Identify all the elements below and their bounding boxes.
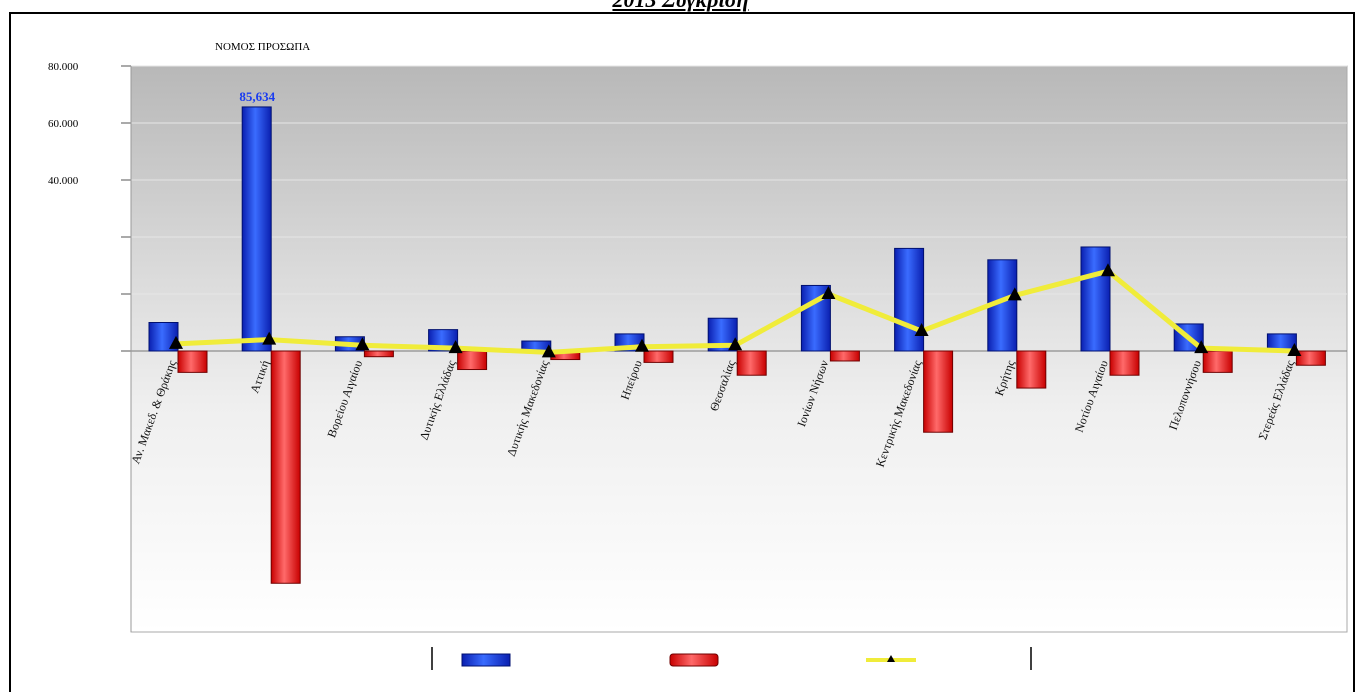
bar-series-2 xyxy=(643,350,674,363)
bar-series-2 xyxy=(736,350,767,376)
bar-series-2 xyxy=(1109,350,1140,376)
bar-series-2 xyxy=(1016,350,1047,389)
bar-series-2 xyxy=(923,350,954,433)
y-tick-label: 60.000 xyxy=(48,118,79,130)
line-marker xyxy=(914,323,929,337)
line-marker xyxy=(728,337,743,351)
line-marker xyxy=(541,344,556,358)
bar-series-2 xyxy=(1202,350,1233,373)
chart-frame xyxy=(9,12,1355,692)
line-marker xyxy=(1007,287,1022,301)
line-marker xyxy=(821,286,836,299)
bar-series-2 xyxy=(270,350,301,584)
line-marker xyxy=(355,337,370,351)
legend-marker-series-3 xyxy=(887,655,895,662)
y-tick-label: 80.000 xyxy=(48,61,79,73)
line-marker xyxy=(635,338,649,352)
bar-series-2 xyxy=(829,350,860,362)
line-marker xyxy=(169,335,183,349)
line-marker xyxy=(262,331,277,345)
bar-series-2 xyxy=(177,350,208,373)
bar-series-1 xyxy=(1080,246,1111,352)
y-axis-unit-label: ΝΟΜΟΣ ΠΡΟΣΩΠΑ xyxy=(215,41,310,53)
y-tick-label: 40.000 xyxy=(48,175,79,187)
line-marker xyxy=(1194,340,1209,354)
legend-swatch-series-2 xyxy=(669,653,719,667)
bar-series-2 xyxy=(457,350,488,371)
line-marker xyxy=(1287,343,1302,356)
bar-series-2 xyxy=(363,350,394,358)
line-marker xyxy=(448,340,463,354)
bar-series-1 xyxy=(800,284,831,352)
bar-series-1 xyxy=(241,106,272,352)
data-label: 85,634 xyxy=(239,89,275,104)
legend-swatch-series-1 xyxy=(461,653,511,667)
line-marker xyxy=(1101,263,1115,277)
page-title: 2013 Σύγκριση xyxy=(0,0,1361,13)
bar-series-2 xyxy=(1295,350,1326,366)
